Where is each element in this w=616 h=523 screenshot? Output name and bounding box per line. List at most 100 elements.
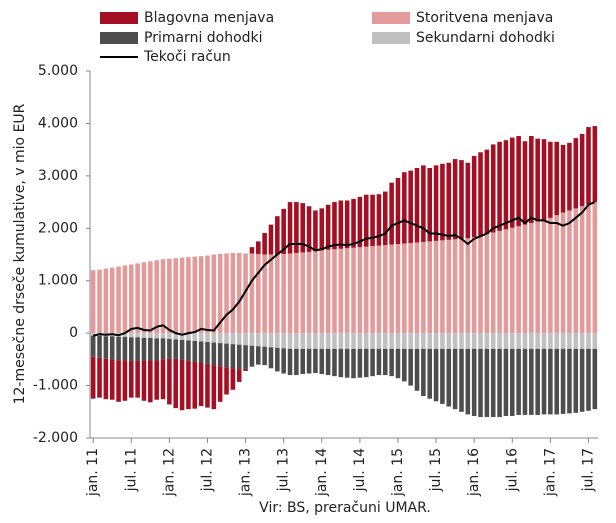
bar bbox=[179, 339, 185, 360]
bar bbox=[408, 242, 413, 334]
bar bbox=[167, 258, 172, 334]
bar bbox=[224, 343, 229, 368]
bar bbox=[275, 254, 280, 334]
bar bbox=[173, 333, 179, 340]
bar bbox=[395, 348, 401, 379]
bar bbox=[236, 252, 242, 334]
y-axis-label: 12-mesečne drseče kumulative, v mio EUR bbox=[12, 103, 28, 404]
bar bbox=[319, 348, 325, 375]
bar bbox=[294, 348, 299, 376]
bar bbox=[567, 210, 572, 334]
bar bbox=[509, 137, 515, 228]
bar bbox=[408, 170, 413, 243]
x-tick-label: jan. 13 bbox=[238, 448, 254, 497]
bar bbox=[205, 364, 210, 408]
bar bbox=[376, 333, 382, 349]
bar bbox=[287, 253, 293, 334]
bar bbox=[319, 333, 325, 349]
bar bbox=[548, 348, 553, 415]
bar bbox=[313, 333, 318, 349]
bar bbox=[255, 333, 261, 347]
bar bbox=[268, 333, 274, 348]
bar bbox=[402, 333, 407, 349]
bar bbox=[128, 337, 134, 361]
bar bbox=[141, 333, 147, 338]
bar bbox=[287, 348, 293, 376]
bar bbox=[509, 348, 515, 416]
bar bbox=[224, 333, 229, 344]
bar bbox=[90, 270, 96, 334]
bar bbox=[560, 212, 566, 334]
y-tick-label: 4.000 bbox=[38, 115, 78, 131]
bar bbox=[198, 333, 204, 342]
bar bbox=[535, 348, 540, 415]
bar bbox=[573, 348, 579, 413]
bar bbox=[262, 233, 267, 255]
bar bbox=[325, 249, 331, 334]
bar bbox=[395, 244, 401, 334]
bar bbox=[389, 333, 394, 349]
bar bbox=[294, 333, 299, 349]
bar bbox=[275, 347, 280, 372]
bar bbox=[516, 348, 521, 415]
bar bbox=[179, 257, 185, 334]
bar bbox=[319, 250, 325, 334]
bar bbox=[338, 248, 344, 334]
y-tick-label: -2.000 bbox=[33, 430, 78, 446]
bar bbox=[522, 333, 528, 349]
bar bbox=[471, 333, 477, 349]
bar bbox=[459, 348, 464, 412]
bar bbox=[382, 348, 388, 376]
bar bbox=[452, 348, 458, 410]
bar bbox=[579, 133, 585, 207]
bar bbox=[243, 333, 248, 346]
bar bbox=[363, 333, 369, 349]
bar bbox=[192, 341, 198, 362]
bar bbox=[116, 266, 121, 334]
bar bbox=[370, 246, 375, 334]
bar bbox=[306, 333, 312, 349]
x-tick-label: jan. 16 bbox=[466, 448, 482, 497]
bar bbox=[357, 333, 363, 349]
bar bbox=[573, 208, 579, 334]
bar bbox=[128, 264, 134, 334]
bar bbox=[148, 337, 153, 361]
bar bbox=[382, 191, 388, 246]
bar bbox=[452, 159, 458, 240]
bar bbox=[103, 336, 109, 359]
bar bbox=[484, 348, 490, 418]
bar bbox=[122, 333, 128, 337]
bar bbox=[446, 333, 452, 349]
bar bbox=[148, 333, 153, 338]
bar bbox=[186, 257, 191, 334]
bar bbox=[389, 348, 394, 377]
y-tick-label: 1.000 bbox=[38, 273, 78, 289]
bar bbox=[97, 269, 102, 334]
bar bbox=[135, 337, 140, 361]
bar bbox=[217, 343, 223, 367]
bar bbox=[484, 234, 490, 334]
x-tick-label: jul. 17 bbox=[580, 448, 596, 492]
bar bbox=[186, 360, 191, 410]
bar bbox=[414, 333, 420, 349]
bar bbox=[268, 224, 274, 255]
bar bbox=[249, 333, 255, 346]
bar bbox=[446, 162, 452, 240]
bar bbox=[192, 361, 198, 409]
bar bbox=[160, 359, 166, 400]
bar bbox=[109, 267, 115, 334]
bar bbox=[567, 333, 572, 349]
bar bbox=[490, 333, 496, 349]
bar bbox=[497, 230, 502, 334]
bar bbox=[141, 337, 147, 361]
bar bbox=[294, 252, 299, 334]
bar bbox=[465, 348, 471, 415]
bar bbox=[459, 160, 464, 239]
bar bbox=[497, 348, 502, 418]
line bbox=[92, 201, 596, 337]
bar bbox=[332, 249, 337, 334]
bar bbox=[516, 333, 521, 349]
bar bbox=[440, 333, 445, 349]
y-tick-label: -1.000 bbox=[33, 378, 78, 394]
bar bbox=[395, 177, 401, 245]
